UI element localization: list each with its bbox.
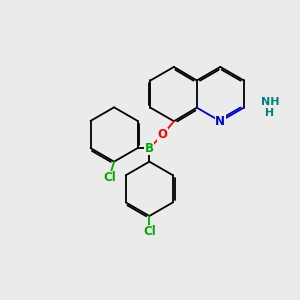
Text: N: N: [215, 115, 225, 128]
Text: NH
 H: NH H: [261, 97, 280, 118]
Text: B: B: [145, 142, 154, 154]
Text: Cl: Cl: [103, 171, 116, 184]
Text: Cl: Cl: [143, 226, 156, 238]
Text: O: O: [158, 128, 168, 141]
